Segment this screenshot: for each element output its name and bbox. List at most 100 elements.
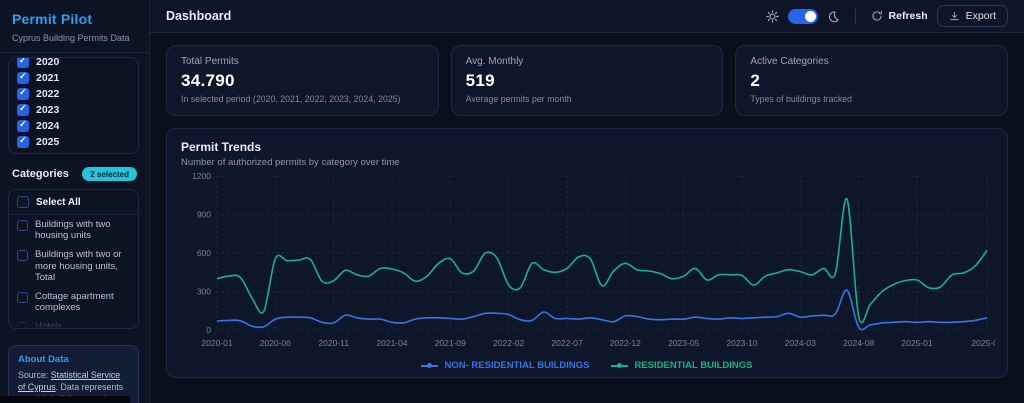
- svg-text:2020-01: 2020-01: [201, 338, 232, 348]
- chart-subtitle: Number of authorized permits by category…: [181, 157, 400, 168]
- stat-value: 2: [750, 71, 761, 90]
- years-filter-panel: 2020 2021 2022 2023 2024: [8, 57, 139, 154]
- theme-toggle[interactable]: [787, 8, 818, 24]
- top-bar: Dashboard Refresh: [150, 0, 1024, 33]
- categories-header: Categories 2 selected: [12, 167, 137, 181]
- legend-item-non-residential[interactable]: NON- RESIDENTIAL BUILDINGS: [421, 360, 589, 371]
- checkbox-checked-icon[interactable]: [17, 87, 29, 100]
- legend-label: NON- RESIDENTIAL BUILDINGS: [444, 360, 590, 371]
- stat-description: Types of buildings tracked: [750, 94, 853, 104]
- toggle-knob[interactable]: [804, 10, 816, 22]
- line-chart[interactable]: 0 300 600 900 1200 2020-01 2020-06 2020-11 2021-…: [181, 168, 1003, 354]
- year-label: 2025: [36, 136, 60, 148]
- svg-text:2024-03: 2024-03: [785, 338, 816, 348]
- sidebar: Permit Pilot Cyprus Building Permits Dat…: [0, 0, 150, 403]
- svg-text:2021-04: 2021-04: [376, 338, 407, 348]
- source-link[interactable]: Statistical Service of Cyprus: [18, 370, 121, 392]
- category-label: Cottage apartment complexes: [35, 291, 114, 314]
- app-title: Permit Pilot: [12, 11, 93, 27]
- checkbox-unchecked-icon[interactable]: [17, 196, 29, 208]
- refresh-button[interactable]: Refresh: [871, 10, 928, 22]
- legend-label: RESIDENTIAL BUILDINGS: [634, 360, 753, 371]
- category-item[interactable]: Buildings with two or more housing units…: [9, 245, 138, 287]
- year-label: 2020: [36, 57, 60, 68]
- stat-card-total-permits: Total Permits 34.790 In selected period …: [166, 45, 439, 116]
- category-label: Buildings with two or more housing units…: [35, 249, 122, 283]
- categories-heading: Categories: [12, 168, 69, 180]
- checkbox-unchecked-icon[interactable]: [17, 322, 28, 328]
- top-bar-controls: Refresh Export: [765, 5, 1008, 27]
- sun-icon: [765, 9, 779, 23]
- categories-filter-panel: Select All Buildings with two housing un…: [8, 189, 139, 329]
- stat-label: Active Categories: [750, 56, 829, 67]
- svg-text:1200: 1200: [192, 171, 211, 181]
- checkbox-checked-icon[interactable]: [17, 119, 29, 132]
- checkbox-checked-icon[interactable]: [17, 135, 29, 148]
- category-item[interactable]: Buildings with two housing units: [9, 215, 138, 245]
- year-item-2022[interactable]: 2022: [9, 86, 138, 102]
- selected-count-badge: 2 selected: [82, 167, 137, 181]
- stat-description: In selected period (2020, 2021, 2022, 20…: [181, 94, 401, 104]
- checkbox-unchecked-icon[interactable]: [17, 220, 28, 231]
- category-item[interactable]: Cottage apartment complexes: [9, 287, 138, 317]
- about-heading: About Data: [18, 354, 69, 365]
- year-item-2021[interactable]: 2021: [9, 70, 138, 86]
- select-all-label: Select All: [36, 196, 81, 208]
- chart-legend: NON- RESIDENTIAL BUILDINGS RESIDENTIAL B…: [181, 360, 993, 371]
- stat-description: Average permits per month: [465, 94, 572, 104]
- svg-text:2022-07: 2022-07: [551, 338, 582, 348]
- export-button[interactable]: Export: [936, 5, 1008, 27]
- refresh-icon: [871, 10, 882, 21]
- category-label: Buildings with two housing units: [35, 219, 111, 242]
- permit-trends-chart-card: Permit Trends Number of authorized permi…: [166, 128, 1008, 378]
- select-all-item[interactable]: Select All: [9, 190, 138, 215]
- dashboard-content: Total Permits 34.790 In selected period …: [150, 33, 1024, 403]
- svg-text:900: 900: [197, 210, 211, 220]
- refresh-label: Refresh: [888, 10, 928, 22]
- about-data-panel: About Data Source: Statistical Service o…: [8, 345, 139, 403]
- svg-text:2024-08: 2024-08: [843, 338, 874, 348]
- year-label: 2022: [36, 88, 60, 100]
- checkbox-unchecked-icon[interactable]: [17, 292, 28, 304]
- stat-card-active-categories: Active Categories 2 Types of buildings t…: [735, 45, 1009, 116]
- svg-text:2020-11: 2020-11: [318, 338, 349, 348]
- export-label: Export: [965, 10, 996, 22]
- years-list: 2020 2021 2022 2023 2024: [9, 57, 138, 150]
- stat-cards-row: Total Permits 34.790 In selected period …: [166, 45, 1009, 116]
- checkbox-checked-icon[interactable]: [17, 71, 29, 84]
- svg-text:2021-09: 2021-09: [435, 338, 466, 348]
- year-item-2025[interactable]: 2025: [9, 134, 138, 150]
- stat-label: Avg. Monthly: [465, 56, 524, 67]
- legend-item-residential[interactable]: RESIDENTIAL BUILDINGS: [611, 360, 753, 371]
- about-source-prefix: Source:: [18, 370, 51, 380]
- page-title: Dashboard: [166, 9, 232, 23]
- year-label: 2023: [36, 104, 60, 116]
- checkbox-checked-icon[interactable]: [17, 58, 29, 68]
- category-label: Hotels: [35, 321, 62, 329]
- svg-text:0: 0: [206, 325, 211, 335]
- svg-text:2022-02: 2022-02: [493, 338, 524, 348]
- divider: [854, 8, 856, 24]
- main-area: Dashboard Refresh: [150, 0, 1024, 403]
- legend-line-marker-icon: [421, 361, 439, 370]
- stat-value: 519: [465, 71, 495, 90]
- app-subtitle: Cyprus Building Permits Data: [12, 33, 130, 43]
- year-label: 2021: [36, 72, 60, 84]
- svg-text:2023-10: 2023-10: [726, 338, 757, 348]
- svg-text:2023-05: 2023-05: [668, 338, 699, 348]
- sidebar-horizontal-scrollbar[interactable]: [0, 396, 130, 403]
- year-label: 2024: [36, 120, 60, 132]
- stat-card-avg-monthly: Avg. Monthly 519 Average permits per mon…: [450, 45, 724, 116]
- checkbox-unchecked-icon[interactable]: [17, 250, 28, 262]
- svg-text:2025-01: 2025-01: [901, 338, 932, 348]
- download-icon: [949, 11, 959, 20]
- year-item-2023[interactable]: 2023: [9, 102, 138, 118]
- year-item-2020[interactable]: 2020: [9, 57, 138, 70]
- chart-title: Permit Trends: [181, 140, 262, 154]
- sidebar-header: Permit Pilot Cyprus Building Permits Dat…: [0, 0, 149, 53]
- moon-icon: [828, 10, 839, 22]
- year-item-2024[interactable]: 2024: [9, 118, 138, 134]
- checkbox-checked-icon[interactable]: [17, 103, 29, 116]
- category-item[interactable]: Hotels: [9, 317, 138, 329]
